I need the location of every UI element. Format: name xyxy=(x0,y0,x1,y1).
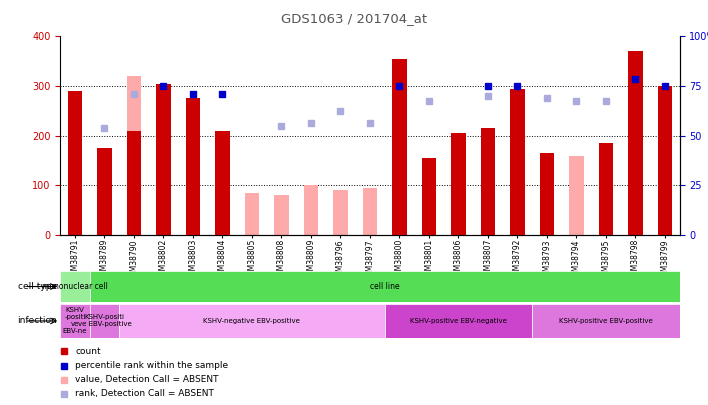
Bar xyxy=(532,304,680,338)
Bar xyxy=(119,304,384,338)
Bar xyxy=(569,156,584,235)
Text: value, Detection Call = ABSENT: value, Detection Call = ABSENT xyxy=(75,375,219,384)
Bar xyxy=(274,195,289,235)
Bar xyxy=(60,271,90,302)
Text: KSHV-positive EBV-positive: KSHV-positive EBV-positive xyxy=(559,318,653,324)
Bar xyxy=(392,59,407,235)
Bar xyxy=(304,185,319,235)
Bar xyxy=(215,131,230,235)
Text: mononuclear cell: mononuclear cell xyxy=(42,282,108,291)
Bar xyxy=(156,83,171,235)
Text: KSHV
-positi
ve
EBV-ne: KSHV -positi ve EBV-ne xyxy=(63,307,87,335)
Text: cell line: cell line xyxy=(370,282,399,291)
Text: infection: infection xyxy=(17,316,57,326)
Text: KSHV-positi
ve EBV-positive: KSHV-positi ve EBV-positive xyxy=(78,314,131,328)
Text: count: count xyxy=(75,347,101,356)
Bar xyxy=(539,153,554,235)
Bar xyxy=(244,193,259,235)
Bar xyxy=(598,156,613,235)
Bar xyxy=(185,98,200,235)
Bar xyxy=(127,76,142,235)
Bar xyxy=(60,304,90,338)
Bar xyxy=(67,91,82,235)
Bar xyxy=(384,304,532,338)
Bar xyxy=(658,86,673,235)
Text: GDS1063 / 201704_at: GDS1063 / 201704_at xyxy=(281,12,427,25)
Text: cell type: cell type xyxy=(18,282,57,291)
Text: KSHV-negative EBV-positive: KSHV-negative EBV-positive xyxy=(203,318,300,324)
Bar xyxy=(333,190,348,235)
Bar xyxy=(598,143,613,235)
Text: KSHV-positive EBV-negative: KSHV-positive EBV-negative xyxy=(410,318,507,324)
Bar xyxy=(510,89,525,235)
Text: percentile rank within the sample: percentile rank within the sample xyxy=(75,361,228,370)
Text: rank, Detection Call = ABSENT: rank, Detection Call = ABSENT xyxy=(75,389,214,399)
Bar xyxy=(90,304,119,338)
Bar xyxy=(451,133,466,235)
Bar xyxy=(127,131,142,235)
Bar xyxy=(97,148,112,235)
Bar xyxy=(362,188,377,235)
Bar xyxy=(421,158,436,235)
Bar xyxy=(628,51,643,235)
Bar xyxy=(481,128,496,235)
